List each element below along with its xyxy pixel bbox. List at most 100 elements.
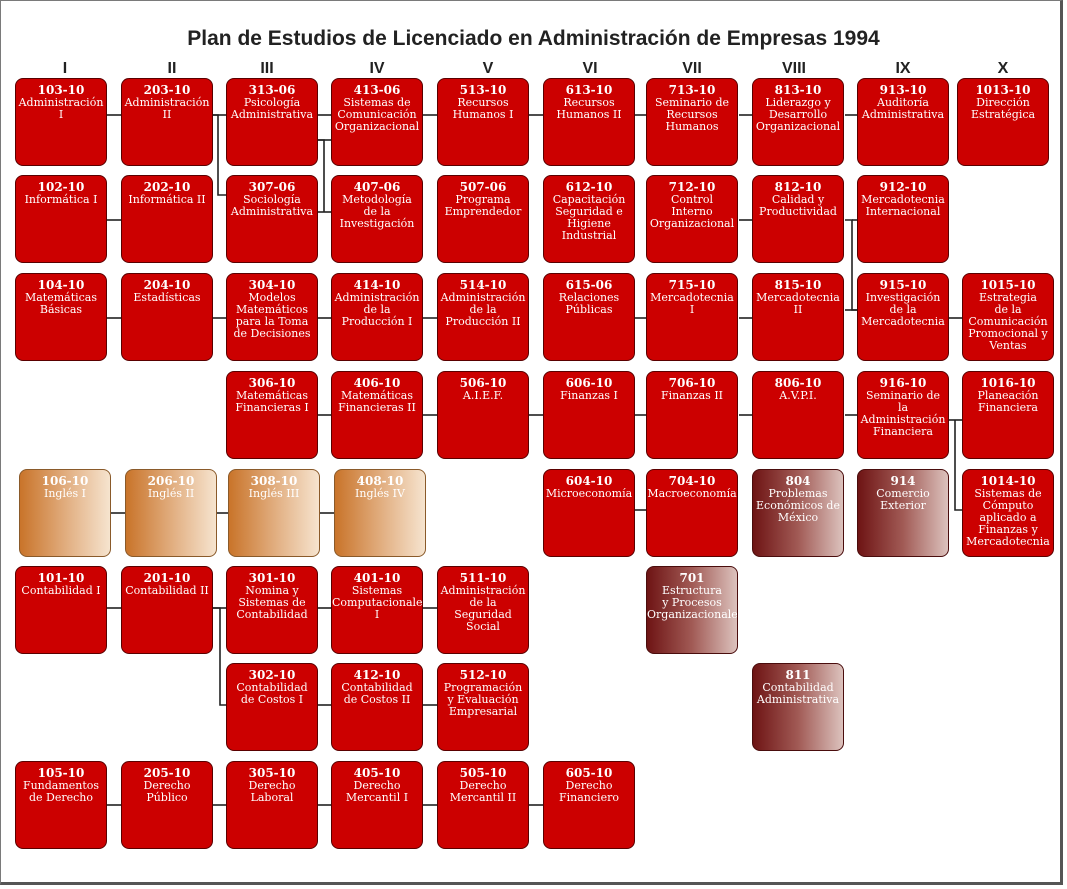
course-box-1013-10[interactable]: 1013-10 Dirección Estratégica bbox=[957, 78, 1049, 166]
course-code: 916-10 bbox=[879, 376, 927, 390]
course-box-414-10[interactable]: 414-10 Administración de la Producción I bbox=[331, 273, 423, 361]
course-box-806-10[interactable]: 806-10 A.V.P.I. bbox=[752, 371, 844, 459]
course-code: 706-10 bbox=[668, 376, 716, 390]
course-box-701[interactable]: 701 Estructura y Procesos Organizacionale… bbox=[646, 566, 738, 654]
course-box-305-10[interactable]: 305-10 Derecho Laboral bbox=[226, 761, 318, 849]
course-box-511-10[interactable]: 511-10 Administración de la Seguridad Soc… bbox=[437, 566, 529, 654]
course-code: 813-10 bbox=[774, 83, 822, 97]
course-box-1016-10[interactable]: 1016-10 Planeación Financiera bbox=[962, 371, 1054, 459]
course-box-813-10[interactable]: 813-10 Liderazgo y Desarrollo Organizacio… bbox=[752, 78, 844, 166]
course-box-811[interactable]: 811 Contabilidad Administrativa bbox=[752, 663, 844, 751]
course-box-106-10[interactable]: 106-10 Inglés I bbox=[19, 469, 111, 557]
course-box-202-10[interactable]: 202-10 Informática II bbox=[121, 175, 213, 263]
course-box-604-10[interactable]: 604-10 Microeconomía bbox=[543, 469, 635, 557]
course-box-401-10[interactable]: 401-10 Sistemas Computacionales I bbox=[331, 566, 423, 654]
course-box-102-10[interactable]: 102-10 Informática I bbox=[15, 175, 107, 263]
course-box-713-10[interactable]: 713-10 Seminario de Recursos Humanos bbox=[646, 78, 738, 166]
course-code: 401-10 bbox=[353, 571, 401, 585]
course-box-201-10[interactable]: 201-10 Contabilidad II bbox=[121, 566, 213, 654]
course-name: Mercadotecnia I bbox=[650, 291, 734, 316]
course-name: Derecho Mercantil I bbox=[345, 779, 409, 804]
course-box-313-06[interactable]: 313-06 Psicología Administrativa bbox=[226, 78, 318, 166]
course-box-301-10[interactable]: 301-10 Nomina y Sistemas de Contabilidad bbox=[226, 566, 318, 654]
course-box-1015-10[interactable]: 1015-10 Estrategia de la Comunicación Pro… bbox=[962, 273, 1054, 361]
course-code: 408-10 bbox=[356, 474, 404, 488]
course-box-206-10[interactable]: 206-10 Inglés II bbox=[125, 469, 217, 557]
course-code: 811 bbox=[785, 668, 811, 682]
course-box-704-10[interactable]: 704-10 Macroeconomía bbox=[646, 469, 738, 557]
course-code: 206-10 bbox=[147, 474, 195, 488]
course-box-706-10[interactable]: 706-10 Finanzas II bbox=[646, 371, 738, 459]
course-box-815-10[interactable]: 815-10 Mercadotecnia II bbox=[752, 273, 844, 361]
course-name: Liderazgo y Desarrollo Organizacional bbox=[755, 96, 841, 133]
course-box-308-10[interactable]: 308-10 Inglés III bbox=[228, 469, 320, 557]
course-code: 704-10 bbox=[668, 474, 716, 488]
course-box-306-10[interactable]: 306-10 Matemáticas Financieras I bbox=[226, 371, 318, 459]
course-box-615-06[interactable]: 615-06 Relaciones Públicas bbox=[543, 273, 635, 361]
course-box-307-06[interactable]: 307-06 Sociología Administrativa bbox=[226, 175, 318, 263]
course-name: Estadísticas bbox=[133, 291, 201, 304]
course-name: A.V.P.I. bbox=[779, 389, 817, 402]
course-name: Contabilidad Administrativa bbox=[756, 681, 840, 706]
course-name: A.I.E.F. bbox=[462, 389, 504, 402]
course-box-913-10[interactable]: 913-10 Auditoría Administrativa bbox=[857, 78, 949, 166]
course-box-408-10[interactable]: 408-10 Inglés IV bbox=[334, 469, 426, 557]
course-box-712-10[interactable]: 712-10 Control Interno Organizacional bbox=[646, 175, 738, 263]
course-code: 103-10 bbox=[37, 83, 85, 97]
course-box-104-10[interactable]: 104-10 Matemáticas Básicas bbox=[15, 273, 107, 361]
course-box-507-06[interactable]: 507-06 Programa Emprendedor bbox=[437, 175, 529, 263]
course-box-1014-10[interactable]: 1014-10 Sistemas de Cómputo aplicado a Fi… bbox=[962, 469, 1054, 557]
course-name: Recursos Humanos II bbox=[556, 96, 622, 121]
course-code: 513-10 bbox=[459, 83, 507, 97]
course-box-812-10[interactable]: 812-10 Calidad y Productividad bbox=[752, 175, 844, 263]
course-box-914[interactable]: 914 Comercio Exterior bbox=[857, 469, 949, 557]
page-title: Plan de Estudios de Licenciado en Admini… bbox=[187, 27, 880, 50]
course-name: Problemas Económicos de México bbox=[756, 487, 840, 524]
semester-label-6: VI bbox=[582, 60, 598, 77]
course-code: 301-10 bbox=[248, 571, 296, 585]
course-box-804[interactable]: 804 Problemas Económicos de México bbox=[752, 469, 844, 557]
course-name: Mercadotecnia II bbox=[756, 291, 840, 316]
course-box-101-10[interactable]: 101-10 Contabilidad I bbox=[15, 566, 107, 654]
course-box-606-10[interactable]: 606-10 Finanzas I bbox=[543, 371, 635, 459]
course-box-412-10[interactable]: 412-10 Contabilidad de Costos II bbox=[331, 663, 423, 751]
course-box-915-10[interactable]: 915-10 Investigación de la Mercadotecnia bbox=[857, 273, 949, 361]
course-name: Inglés III bbox=[248, 487, 300, 500]
course-box-916-10[interactable]: 916-10 Seminario de la Administración Fin… bbox=[857, 371, 949, 459]
course-box-304-10[interactable]: 304-10 Modelos Matemáticos para la Toma d… bbox=[226, 273, 318, 361]
course-box-612-10[interactable]: 612-10 Capacitación Seguridad e Higiene I… bbox=[543, 175, 635, 263]
course-code: 915-10 bbox=[879, 278, 927, 292]
course-box-406-10[interactable]: 406-10 Matemáticas Financieras II bbox=[331, 371, 423, 459]
course-box-605-10[interactable]: 605-10 Derecho Financiero bbox=[543, 761, 635, 849]
course-box-103-10[interactable]: 103-10 Administración I bbox=[15, 78, 107, 166]
course-box-413-06[interactable]: 413-06 Sistemas de Comunicación Organizac… bbox=[331, 78, 423, 166]
course-box-613-10[interactable]: 613-10 Recursos Humanos II bbox=[543, 78, 635, 166]
course-box-715-10[interactable]: 715-10 Mercadotecnia I bbox=[646, 273, 738, 361]
course-box-203-10[interactable]: 203-10 Administración II bbox=[121, 78, 213, 166]
course-name: Inglés II bbox=[147, 487, 195, 500]
course-name: Matemáticas Financieras I bbox=[235, 389, 309, 414]
course-code: 804 bbox=[785, 474, 811, 488]
course-box-105-10[interactable]: 105-10 Fundamentos de Derecho bbox=[15, 761, 107, 849]
course-name: Metodología de la Investigación bbox=[339, 193, 415, 230]
course-name: Finanzas II bbox=[660, 389, 724, 402]
course-code: 414-10 bbox=[353, 278, 401, 292]
course-code: 812-10 bbox=[774, 180, 822, 194]
course-box-514-10[interactable]: 514-10 Administración de la Producción II bbox=[437, 273, 529, 361]
course-box-505-10[interactable]: 505-10 Derecho Mercantil II bbox=[437, 761, 529, 849]
course-box-205-10[interactable]: 205-10 Derecho Público bbox=[121, 761, 213, 849]
course-name: Dirección Estratégica bbox=[970, 96, 1036, 121]
course-box-405-10[interactable]: 405-10 Derecho Mercantil I bbox=[331, 761, 423, 849]
course-code: 203-10 bbox=[143, 83, 191, 97]
course-box-204-10[interactable]: 204-10 Estadísticas bbox=[121, 273, 213, 361]
course-box-407-06[interactable]: 407-06 Metodología de la Investigación bbox=[331, 175, 423, 263]
course-box-302-10[interactable]: 302-10 Contabilidad de Costos I bbox=[226, 663, 318, 751]
course-box-513-10[interactable]: 513-10 Recursos Humanos I bbox=[437, 78, 529, 166]
course-box-912-10[interactable]: 912-10 Mercadotecnia Internacional bbox=[857, 175, 949, 263]
course-code: 105-10 bbox=[37, 766, 85, 780]
course-name: Seminario de Recursos Humanos bbox=[654, 96, 730, 133]
course-box-506-10[interactable]: 506-10 A.I.E.F. bbox=[437, 371, 529, 459]
course-box-512-10[interactable]: 512-10 Programación y Evaluación Empresar… bbox=[437, 663, 529, 751]
course-code: 406-10 bbox=[353, 376, 401, 390]
